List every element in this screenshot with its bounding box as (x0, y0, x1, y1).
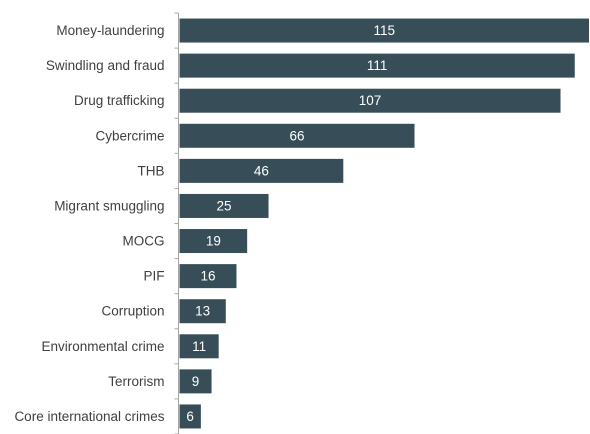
value-label-corruption: 13 (195, 304, 210, 319)
value-label-thb: 46 (254, 163, 269, 178)
category-label-drug-trafficking: Drug trafficking (74, 93, 165, 108)
value-label-pif: 16 (200, 269, 215, 284)
bar-thb (179, 158, 344, 183)
value-label-migrant-smuggling: 25 (216, 198, 231, 213)
bar-corruption (179, 299, 226, 324)
value-label-drug-trafficking: 107 (359, 93, 382, 108)
bar-swindling-and-fraud (179, 53, 575, 78)
category-label-environmental-crime: Environmental crime (41, 339, 164, 354)
value-label-cybercrime: 66 (289, 128, 304, 143)
category-label-corruption: Corruption (101, 304, 164, 319)
value-labels: 115 111 107 66 46 25 19 16 13 11 9 6 (186, 23, 395, 424)
value-label-money-laundering: 115 (373, 23, 395, 38)
category-label-money-laundering: Money-laundering (56, 23, 164, 38)
category-label-cybercrime: Cybercrime (95, 128, 164, 143)
bar-drug-trafficking (179, 88, 561, 113)
category-label-migrant-smuggling: Migrant smuggling (54, 198, 164, 213)
bar-pif (179, 264, 237, 289)
bar-mocg (179, 229, 248, 254)
bar-migrant-smuggling (179, 193, 269, 218)
value-label-swindling-and-fraud: 111 (367, 58, 388, 73)
bar-money-laundering (179, 18, 589, 43)
category-label-thb: THB (138, 163, 165, 178)
category-label-pif: PIF (143, 269, 164, 284)
value-label-core-international-crimes: 6 (186, 409, 194, 424)
bar-cybercrime (179, 123, 415, 148)
value-label-environmental-crime: 11 (192, 339, 206, 354)
bar-core-international-crimes (179, 404, 201, 429)
category-axis-ticks (174, 12, 179, 434)
category-label-mocg: MOCG (123, 234, 165, 249)
category-labels: Money-laundering Swindling and fraud Drug … (14, 23, 164, 424)
category-label-core-international-crimes: Core international crimes (14, 409, 164, 424)
bar-terrorism (179, 369, 212, 394)
value-label-mocg: 19 (206, 234, 221, 249)
value-label-terrorism: 9 (192, 374, 200, 389)
category-label-terrorism: Terrorism (108, 374, 164, 389)
bar-environmental-crime (179, 334, 219, 359)
bar-series (179, 18, 589, 429)
category-label-swindling-and-fraud: Swindling and fraud (46, 58, 165, 73)
